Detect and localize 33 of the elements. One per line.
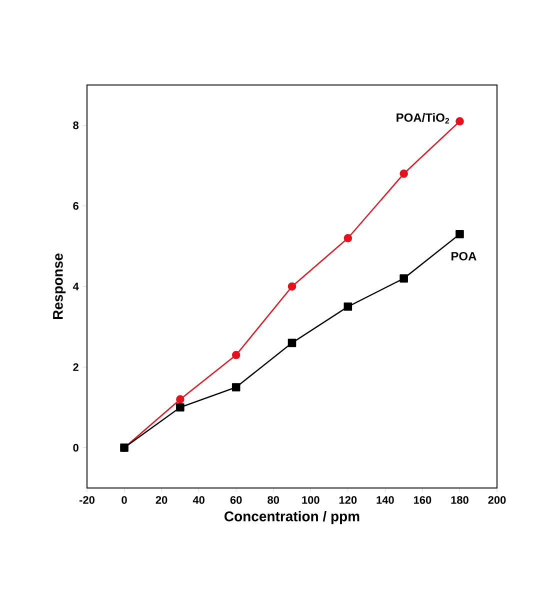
- point: [232, 350, 240, 360]
- point: [344, 234, 352, 242]
- point: [232, 383, 240, 392]
- x-tick-label: 200: [488, 496, 506, 504]
- y-tick-label: 8: [73, 121, 79, 130]
- y-tick-label: 6: [73, 202, 79, 210]
- x-tick-label: 80: [268, 496, 280, 504]
- point: [400, 274, 408, 283]
- y-axis-title: Response: [53, 254, 66, 320]
- x-axis-title: Concentration / ppm: [224, 511, 360, 524]
- y-tick-label: 0: [73, 444, 78, 452]
- point: [288, 282, 296, 291]
- x-tick-label: 120: [339, 496, 357, 504]
- y-tick-label: 4: [72, 282, 79, 290]
- x-tick-label: 140: [376, 496, 394, 504]
- x-tick-label: 160: [414, 496, 432, 504]
- x-tick-label: 0: [122, 496, 127, 504]
- point: [176, 395, 184, 404]
- x-tick-label: 40: [192, 496, 204, 504]
- x-tick-label: -20: [79, 496, 94, 504]
- series-label: POA/TiO$_{2}$: [396, 113, 450, 124]
- point: [288, 338, 296, 348]
- x-tick-label: 180: [451, 496, 468, 504]
- point: [400, 170, 408, 178]
- y-tick-label: 2: [73, 363, 78, 371]
- point: [344, 302, 352, 311]
- point: [456, 230, 464, 238]
- series-label: POA: [452, 252, 476, 260]
- point: [176, 403, 184, 412]
- x-tick-label: 20: [156, 496, 168, 504]
- x-tick-label: 60: [230, 496, 242, 504]
- x-tick-label: 100: [302, 496, 320, 504]
- point: [456, 117, 464, 126]
